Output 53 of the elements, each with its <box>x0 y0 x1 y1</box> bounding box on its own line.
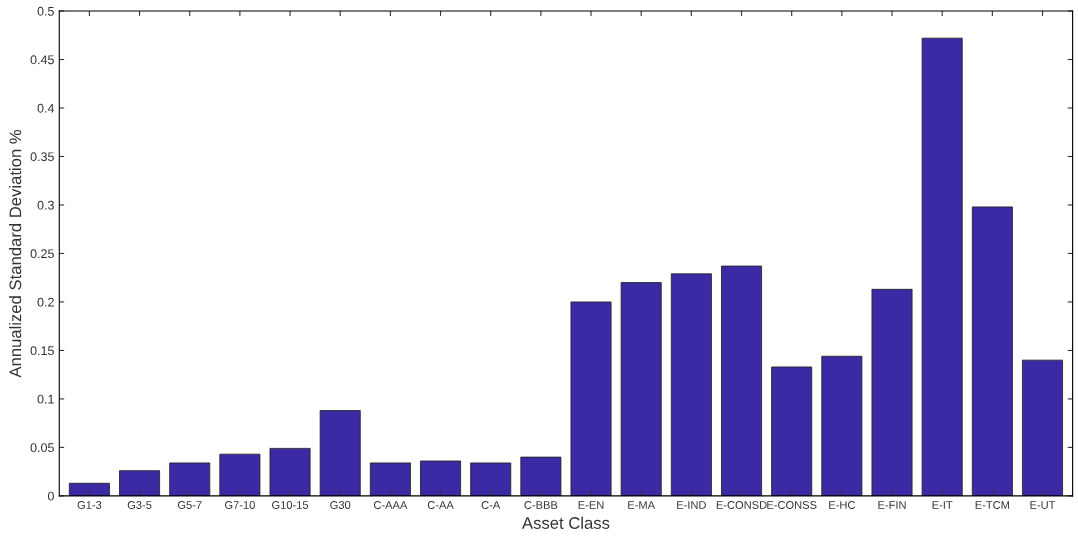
x-tick-label: E-HC <box>829 501 856 509</box>
x-tick-label: G7-10 <box>225 501 255 509</box>
bar <box>620 282 662 496</box>
y-tick-label: 0.4 <box>37 103 55 113</box>
x-tick-label: G1-3 <box>77 501 102 509</box>
y-tick-label: 0 <box>47 491 54 501</box>
bar <box>670 273 712 496</box>
y-tick-label: 0.45 <box>30 55 54 65</box>
x-tick-label: G30 <box>330 501 351 509</box>
x-tick-label: E-MA <box>628 501 656 509</box>
bar <box>971 206 1013 496</box>
y-tick-label: 0.3 <box>37 200 54 210</box>
y-tick-label: 0.25 <box>30 249 54 259</box>
bar <box>871 288 913 496</box>
x-tick-label: C-AA <box>427 501 454 509</box>
bar <box>470 462 512 496</box>
x-axis-title: Asset Class <box>521 516 610 529</box>
bar <box>570 301 612 496</box>
y-tick-label: 0.05 <box>30 443 54 453</box>
x-tick-label: G10-15 <box>272 501 309 509</box>
y-tick-label: 0.1 <box>37 394 54 404</box>
bar <box>68 482 110 496</box>
bar <box>119 470 161 496</box>
y-tick-label: 0.15 <box>30 346 54 356</box>
x-tick-label: E-IND <box>677 501 706 509</box>
bar <box>1022 359 1063 496</box>
x-tick-label: C-A <box>481 501 501 509</box>
x-tick-label: G5-7 <box>177 501 202 509</box>
x-tick-label: E-EN <box>578 501 604 509</box>
x-tick-label: E-CONSD <box>716 501 767 509</box>
bar <box>420 460 462 496</box>
bar <box>520 456 562 496</box>
x-tick-label: E-FIN <box>878 501 906 509</box>
x-tick-label: E-CONSS <box>767 501 817 509</box>
bar <box>369 462 411 496</box>
y-axis-title: Annualized Standard Deviation % <box>9 129 22 378</box>
bar <box>319 410 361 496</box>
bar <box>169 462 211 496</box>
x-tick-label: G3-5 <box>127 501 152 509</box>
x-tick-label: C-AAA <box>373 501 408 509</box>
x-tick-label: E-TCM <box>975 501 1010 509</box>
x-tick-label: E-UT <box>1030 501 1056 509</box>
x-tick-label: E-IT <box>932 501 953 509</box>
bar <box>219 453 261 496</box>
bar <box>821 355 863 496</box>
y-tick-label: 0.2 <box>37 297 54 307</box>
bar <box>269 447 311 496</box>
x-tick-label: C-BBB <box>524 501 558 509</box>
y-tick-label: 0.5 <box>37 6 54 16</box>
y-tick-label: 0.35 <box>30 152 54 162</box>
bar <box>721 265 763 496</box>
bar <box>921 37 963 496</box>
bar <box>771 366 813 496</box>
